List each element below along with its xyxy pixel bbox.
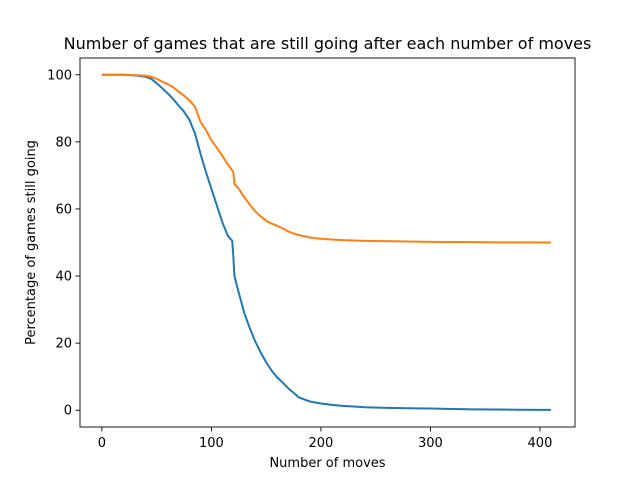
y-tick-label: 0	[64, 404, 72, 419]
x-tick-label: 100	[199, 436, 224, 451]
x-tick-label: 0	[98, 436, 106, 451]
y-tick-label: 60	[55, 202, 72, 217]
y-axis-label: Percentage of games still going	[24, 140, 39, 345]
series-line-1	[101, 73, 551, 411]
y-tick-label: 100	[47, 68, 72, 83]
chart-title: Number of games that are still going aft…	[64, 34, 592, 53]
x-axis-ticks: 0 100 200 300 400	[98, 427, 553, 451]
x-tick-label: 200	[309, 436, 334, 451]
x-tick-label: 300	[418, 436, 443, 451]
x-tick-label: 400	[528, 436, 553, 451]
plot-lines	[101, 73, 551, 411]
x-axis-label: Number of moves	[269, 456, 385, 471]
y-tick-label: 40	[55, 270, 72, 285]
plot-frame	[79, 57, 576, 428]
y-tick-label: 80	[55, 135, 72, 150]
y-tick-label: 20	[55, 337, 72, 352]
y-axis-ticks: 0 20 40 60 80 100	[47, 68, 80, 419]
series-line-2	[101, 73, 551, 244]
